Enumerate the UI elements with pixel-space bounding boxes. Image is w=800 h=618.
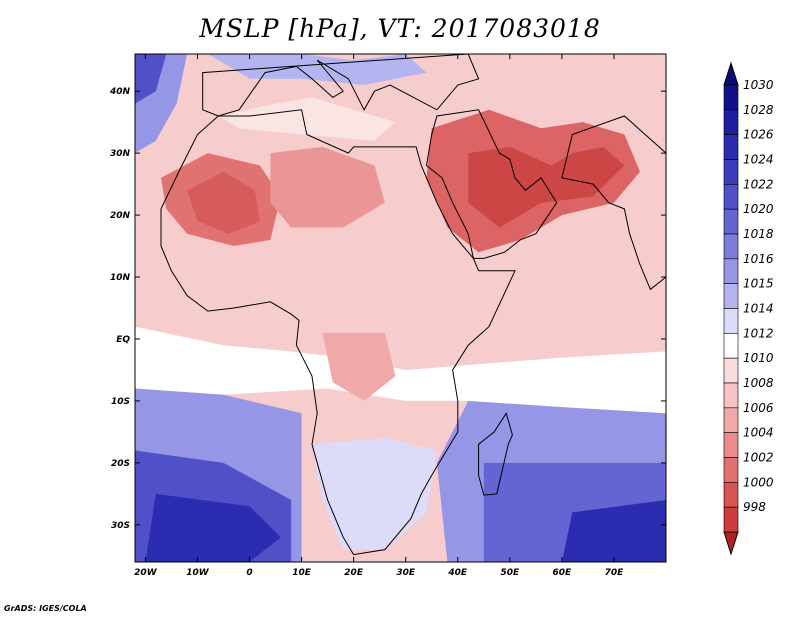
lon-tick-label: 20W [134,568,158,578]
colorbar-swatch [723,109,739,135]
lat-tick-label: 30N [110,149,131,159]
lat-tick-label: EQ [116,335,130,345]
latitude-axis: 40N 30N 20N 10N EQ 10S 20S 30S [109,87,666,531]
colorbar-swatch [723,84,739,111]
africa-coastline [160,109,516,556]
lon-tick-label: 10W [186,568,210,578]
colorbar-swatch [723,333,739,359]
colorbar-label: 1008 [743,376,774,390]
india-coastline [561,115,666,291]
colorbar-swatch [723,482,739,508]
colorbar-label: 1006 [743,401,774,415]
map-frame [134,53,667,563]
colorbar-label: 1015 [743,277,774,291]
colorbar-swatch [723,184,739,210]
colorbar: 1030 1028 1026 1024 1022 1020 1018 1016 1015 1014… [723,61,774,556]
colorbar-swatch [723,258,739,284]
colorbar-label: 1026 [743,128,774,142]
lat-tick-label: 30S [111,521,130,531]
lat-tick-label: 10N [110,273,131,283]
pressure-region-europe [207,54,427,85]
colorbar-label: 1018 [743,227,774,241]
pressure-region-central-sahara [270,146,385,228]
colorbar-swatch [723,407,739,433]
colorbar-swatch [723,308,739,334]
colorbar-high-arrow [723,61,739,86]
lon-tick-label: 70E [605,568,625,578]
colorbar-swatch [723,233,739,260]
pressure-region-sahara-core [187,171,260,234]
colorbar-label: 1028 [743,103,774,117]
colorbar-low-arrow [723,531,739,556]
lon-tick-label: 10E [292,568,312,578]
colorbar-swatch [723,357,739,384]
colorbar-label: 1016 [743,252,774,266]
colorbar-swatch [723,382,739,409]
colorbar-label: 998 [743,500,766,514]
lon-tick-label: 30E [396,568,416,578]
pressure-field [135,54,666,562]
colorbar-swatch [723,134,739,160]
colorbar-label: 1004 [743,426,774,440]
colorbar-swatch [723,208,739,235]
lat-tick-label: 20N [110,211,131,221]
pressure-region-tropics-high [135,326,666,414]
coastlines [160,54,666,556]
pressure-region-south-atlantic-3 [145,493,281,562]
colorbar-swatch [723,457,739,483]
lon-tick-label: 50E [500,568,520,578]
colorbar-label: 1024 [743,153,774,167]
lon-tick-label: 20E [344,568,364,578]
pressure-region-mediterranean [218,97,396,141]
europe-coastline [202,54,480,117]
colorbar-label: 1020 [743,202,774,216]
colorbar-swatch [723,283,739,309]
colorbar-swatch [723,159,739,185]
colorbar-swatch [723,506,739,533]
lon-tick-label: 0 [246,568,252,578]
pressure-region-congo-basin [322,332,396,401]
madagascar [478,412,513,496]
lat-tick-label: 40N [109,87,131,97]
pressure-region-indian-ocean-3 [561,500,666,562]
arabia-coastline [425,109,558,259]
pressure-region-southern-africa [312,438,437,550]
colorbar-swatch [723,432,739,458]
pressure-region-arabia-core [468,146,625,228]
chart-title: MSLP [hPa], VT: 2017083018 [199,14,601,43]
colorbar-label: 1010 [743,351,774,365]
grads-credit: GrADS: IGES/COLA [4,604,87,613]
colorbar-label: 1000 [743,475,774,489]
lon-tick-label: 40E [447,568,468,578]
colorbar-label: 1014 [743,302,774,316]
lon-tick-label: 60E [553,568,573,578]
colorbar-label: 1030 [743,78,774,92]
colorbar-label: 1012 [743,326,774,340]
longitude-axis: 20W 10W 0 10E 20E 30E 40E 50E 60E 70E [134,54,624,578]
lat-tick-label: 10S [111,397,130,407]
pressure-region-north-atlantic-core [135,54,167,104]
lat-tick-label: 20S [111,459,130,469]
colorbar-label: 1002 [743,451,774,465]
colorbar-label: 1022 [743,177,774,191]
